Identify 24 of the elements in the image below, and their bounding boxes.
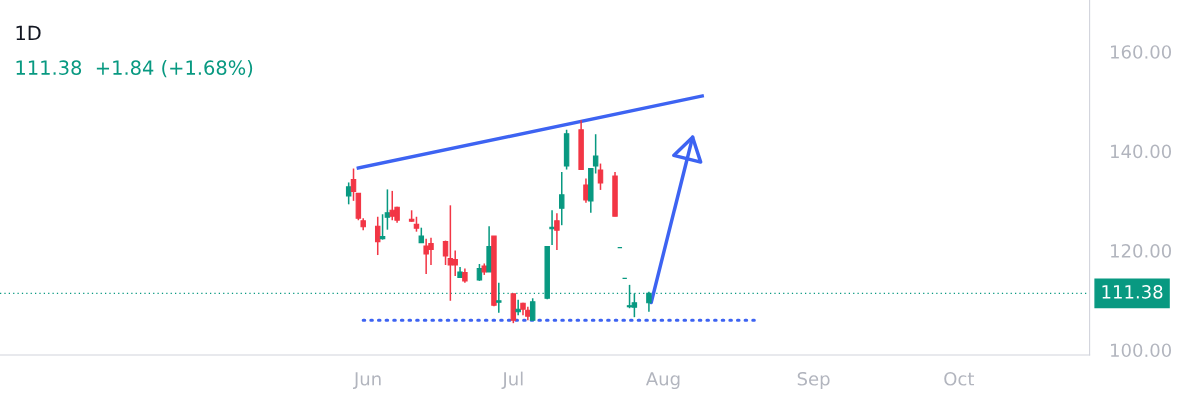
candlestick: [374, 215, 381, 256]
candlestick: [559, 171, 565, 226]
candlestick: [350, 167, 357, 202]
x-tick-label: Oct: [944, 371, 975, 386]
candlestick: [554, 212, 560, 251]
y-tick-label: 100.00: [1111, 343, 1172, 358]
text: 111.38 +1.84 (+1.68%): [16, 59, 253, 78]
x-tick-label: Jun: [353, 372, 381, 389]
candlestick: [379, 213, 386, 241]
candlestick: [583, 177, 589, 204]
y-tick-label: 120.00: [1111, 244, 1172, 258]
candlestick: [442, 239, 449, 266]
ref-line-label: 111.38: [1102, 285, 1163, 299]
x-tick-label: Jul: [501, 371, 523, 389]
y-tick-label: 160.00: [1111, 45, 1172, 59]
candlestick: [646, 291, 652, 313]
x-tick-label: Sep: [797, 371, 830, 390]
candlestick: [597, 162, 604, 191]
text: 1D: [16, 25, 41, 41]
x-tick-label: Aug: [645, 372, 680, 390]
y-tick-label: 140.00: [1111, 144, 1172, 159]
candlestick: [345, 181, 352, 206]
candlestick: [452, 249, 458, 277]
candlestick: [515, 299, 521, 316]
